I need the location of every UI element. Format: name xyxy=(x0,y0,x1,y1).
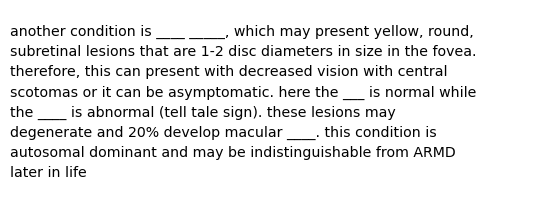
Text: another condition is ____ _____, which may present yellow, round,
subretinal les: another condition is ____ _____, which m… xyxy=(10,25,477,180)
